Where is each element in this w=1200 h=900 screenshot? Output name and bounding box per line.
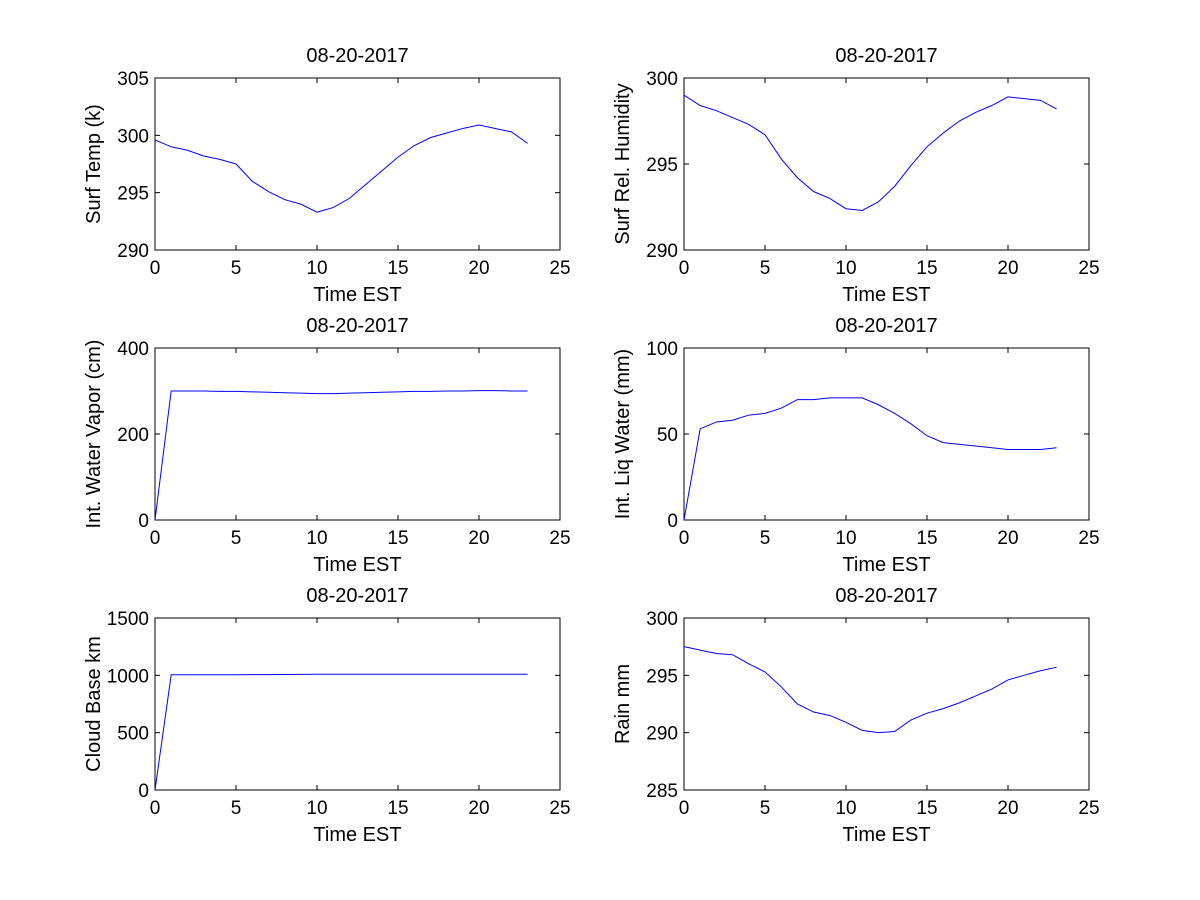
- y-tick-label: 1500: [107, 609, 149, 630]
- x-tick-label: 10: [835, 258, 856, 279]
- x-tick-label: 0: [679, 798, 690, 819]
- y-tick-label: 295: [117, 184, 149, 205]
- chart-title: 08-20-2017: [306, 585, 408, 607]
- x-tick-label: 20: [997, 798, 1018, 819]
- y-tick-label: 0: [138, 781, 149, 802]
- x-tick-label: 20: [468, 258, 489, 279]
- x-tick-label: 15: [387, 258, 408, 279]
- x-tick-label: 10: [306, 798, 327, 819]
- x-tick-label: 10: [306, 528, 327, 549]
- x-axis-label: Time EST: [842, 284, 930, 306]
- y-tick-label: 290: [646, 241, 678, 262]
- y-tick-label: 1000: [107, 666, 149, 687]
- y-axis-label: Cloud Base km: [83, 636, 105, 772]
- x-tick-label: 5: [760, 528, 771, 549]
- series-line: [154, 124, 528, 213]
- chart-title: 08-20-2017: [835, 585, 937, 607]
- x-tick-label: 0: [679, 528, 690, 549]
- y-tick-label: 295: [646, 666, 678, 687]
- x-tick-label: 10: [835, 798, 856, 819]
- x-tick-label: 5: [231, 258, 242, 279]
- y-tick-label: 300: [646, 609, 678, 630]
- y-tick-label: 290: [646, 724, 678, 745]
- y-axis-label: Int. Liq Water (mm): [612, 349, 634, 519]
- y-tick-label: 100: [646, 339, 678, 360]
- x-tick-label: 15: [916, 798, 937, 819]
- y-tick-label: 400: [117, 339, 149, 360]
- x-axis-label: Time EST: [313, 554, 401, 576]
- plot-area: [683, 77, 1090, 251]
- x-tick-label: 5: [231, 798, 242, 819]
- series-line: [683, 94, 1057, 211]
- y-tick-label: 285: [646, 781, 678, 802]
- subplot-3: 0 5 10 15 20 25 0 200 400 08-20-2017 Time EST Int. …: [83, 315, 571, 576]
- y-tick-label: 290: [117, 241, 149, 262]
- x-axis-label: Time EST: [842, 554, 930, 576]
- y-tick-label: 500: [117, 724, 149, 745]
- x-tick-label: 20: [468, 798, 489, 819]
- plot-area: [683, 617, 1090, 791]
- x-tick-label: 20: [468, 528, 489, 549]
- series-line: [154, 390, 528, 521]
- x-tick-label: 20: [997, 258, 1018, 279]
- x-tick-label: 25: [549, 258, 570, 279]
- x-tick-label: 10: [306, 258, 327, 279]
- x-axis-label: Time EST: [313, 824, 401, 846]
- y-tick-label: 300: [646, 69, 678, 90]
- plot-area: [154, 77, 561, 251]
- subplot-2: 0 5 10 15 20 25 290 295 300 08-20-2017 Time EST Sur…: [612, 45, 1100, 306]
- x-tick-label: 0: [150, 528, 161, 549]
- x-tick-label: 5: [231, 528, 242, 549]
- y-axis-label: Int. Water Vapor (cm): [83, 340, 105, 529]
- x-tick-label: 0: [150, 798, 161, 819]
- x-tick-label: 15: [387, 528, 408, 549]
- x-tick-label: 5: [760, 258, 771, 279]
- x-axis-label: Time EST: [842, 824, 930, 846]
- y-axis-label: Surf Temp (k): [83, 104, 105, 224]
- x-tick-label: 10: [835, 528, 856, 549]
- plot-area: [683, 347, 1090, 521]
- subplot-4: 0 5 10 15 20 25 0 50 100 08-20-2017 Time EST Int. L…: [612, 315, 1100, 576]
- y-tick-label: 200: [117, 425, 149, 446]
- plot-area: [154, 617, 561, 791]
- subplot-6: 0 5 10 15 20 25 285 290 295 300 08-20-2017 Time EST…: [612, 585, 1100, 846]
- y-tick-label: 0: [667, 511, 678, 532]
- chart-title: 08-20-2017: [835, 315, 937, 337]
- series-line: [683, 397, 1057, 521]
- x-tick-label: 25: [1078, 798, 1099, 819]
- x-axis-label: Time EST: [313, 284, 401, 306]
- chart-title: 08-20-2017: [835, 45, 937, 67]
- y-axis-label: Surf Rel. Humidity: [612, 83, 634, 244]
- x-tick-label: 0: [679, 258, 690, 279]
- y-tick-label: 295: [646, 155, 678, 176]
- x-tick-label: 0: [150, 258, 161, 279]
- x-tick-label: 15: [916, 258, 937, 279]
- x-tick-label: 20: [997, 528, 1018, 549]
- x-tick-label: 25: [1078, 258, 1099, 279]
- subplot-5: 0 5 10 15 20 25 0 500 1000 1500 08-20-2017 Time EST…: [83, 585, 571, 846]
- y-axis-label: Rain mm: [612, 664, 634, 744]
- x-tick-label: 15: [387, 798, 408, 819]
- x-tick-label: 15: [916, 528, 937, 549]
- x-tick-label: 25: [1078, 528, 1099, 549]
- y-tick-label: 50: [657, 425, 678, 446]
- chart-title: 08-20-2017: [306, 45, 408, 67]
- y-tick-label: 305: [117, 69, 149, 90]
- x-tick-label: 25: [549, 798, 570, 819]
- y-tick-label: 300: [117, 126, 149, 147]
- chart-title: 08-20-2017: [306, 315, 408, 337]
- x-tick-label: 5: [760, 798, 771, 819]
- series-line: [683, 646, 1057, 734]
- subplot-1: 0 5 10 15 20 25 290 295 300 305 08-20-2017 Time EST…: [83, 45, 571, 306]
- x-tick-label: 25: [549, 528, 570, 549]
- series-line: [154, 673, 528, 791]
- plot-area: [154, 347, 561, 521]
- y-tick-label: 0: [138, 511, 149, 532]
- subplot-grid: 0 5 10 15 20 25 290 295 300 305 08-20-2017 Time EST…: [83, 45, 1100, 846]
